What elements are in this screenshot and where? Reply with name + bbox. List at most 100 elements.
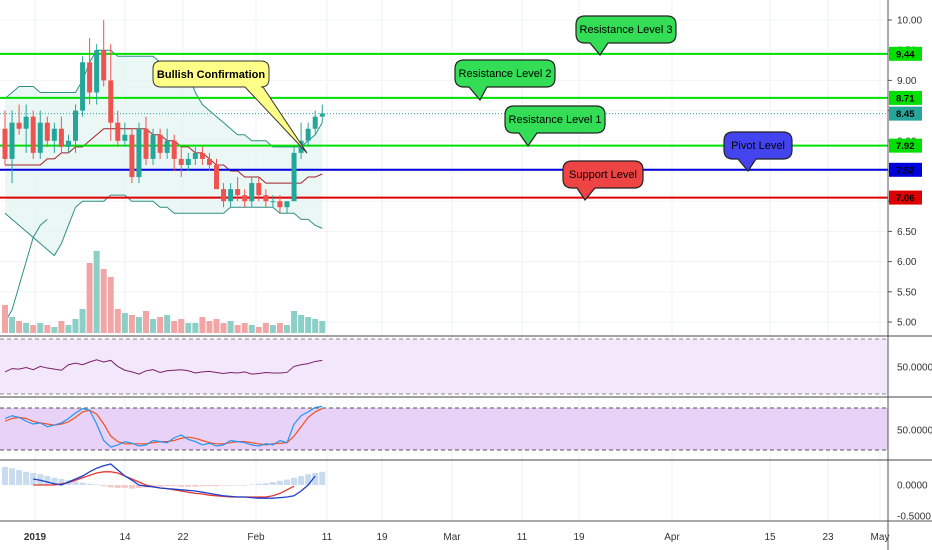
macd-histogram-bar [199,485,206,487]
volume-bar [178,319,185,333]
volume-bar [65,325,72,333]
price-tick-label: 9.00 [897,76,917,87]
candle-body [199,152,205,159]
price-tick-label: 5.50 [897,287,917,298]
level-callout-label: Resistance Level 3 [580,24,673,36]
macd-histogram-bar [298,476,305,485]
price-axis: 10.009.509.008.508.007.507.006.506.005.5… [887,0,932,550]
volume-bar [276,323,283,333]
macd-histogram-bar [2,467,8,485]
macd-histogram-bar [135,485,142,488]
candle-body [9,122,15,159]
volume-bar [114,309,121,333]
candle-body [129,134,135,178]
candle-body [263,195,269,202]
volume-bar [234,325,241,333]
macd-histogram-bar [121,485,128,488]
macd-histogram-bar [220,485,227,486]
volume-bar [298,315,305,333]
macd-histogram-bar [227,485,234,486]
level-price-tag-label: 8.71 [896,93,915,104]
macd-histogram-bar [284,479,290,485]
candle-body [291,152,297,202]
candle-body [87,62,93,93]
rsi-line [4,359,323,375]
candle-body [51,128,57,141]
time-tick-label: 11 [322,532,333,543]
volume-bar [37,323,44,333]
macd-histogram-bar [44,476,51,485]
macd-histogram-bar [269,482,276,485]
time-tick-label: 14 [119,532,131,543]
level-callout [562,160,644,202]
macd-histogram-bar [319,471,326,485]
volume-bar [72,319,79,333]
macd-histogram-bar [9,468,16,485]
candle-body [178,158,184,165]
candle-body [101,50,107,81]
level-price-tag [889,190,922,205]
volume-bar [284,325,290,333]
level-price-tag-label: 7.52 [896,165,915,176]
level-price-tag [889,46,922,61]
time-tick-label: Feb [247,532,265,543]
macd-histogram-bar [234,485,241,486]
volume-bar [248,325,255,333]
volume-bar [269,325,276,333]
candle-body [284,201,290,208]
macd-histogram-bar [213,485,220,487]
candle-body [305,128,311,141]
volume-bar [30,325,37,333]
level-price-tag [889,138,922,153]
time-tick-label: 23 [822,532,834,543]
indicator-panels [0,335,932,522]
macd-histogram-bar [79,482,86,485]
macd-histogram-bar [72,481,79,485]
candle-body [171,140,177,159]
candle-body [30,116,36,153]
volume-bar [44,325,51,333]
candle-body [256,183,262,196]
macd-histogram-bar [157,485,164,487]
candle-body [108,80,114,123]
candle-body [221,189,227,202]
volume-bar [206,321,213,333]
macd-histogram-bar [206,485,213,487]
macd-histogram-bar [262,483,269,485]
time-tick-label: May [871,532,890,543]
volume-bar [23,323,30,333]
time-tick-label: 2019 [24,532,47,543]
macd-histogram-bar [93,484,100,485]
macd-histogram-bar [107,485,114,488]
grid [0,0,888,520]
volume-bar [135,317,142,333]
stoch-k-line [4,405,323,448]
price-tick-label: 6.00 [897,257,917,268]
level-callout-label: Resistance Level 1 [509,114,602,126]
volume-bar [312,319,319,333]
candle-body [319,113,325,117]
last-price-tag-label: 8.45 [896,109,915,120]
candle-body [122,134,128,141]
volume-bar [157,317,164,333]
rsi-axis-label: 50.0000 [897,363,932,374]
volume-bar [2,305,8,333]
macd-histogram-bar [58,479,65,485]
level-callouts: Resistance Level 3 Resistance Level 2 Resi… [152,15,793,202]
macd-histogram-bar [241,485,248,486]
volume-bar [121,313,128,333]
candle-body [73,110,78,141]
time-tick-label: 22 [177,532,189,543]
candle-body [23,116,29,129]
volume-bar [255,327,262,333]
candle-body [228,189,234,202]
volume-bar [185,323,192,333]
macd-histogram-bar [255,483,262,485]
macd-histogram-bar [150,485,157,487]
candle-body [249,183,255,202]
price-tick-label: 10.00 [897,16,922,27]
macd-signal-line [33,471,295,498]
macd-histogram-bar [100,485,107,487]
level-callout [454,59,556,102]
